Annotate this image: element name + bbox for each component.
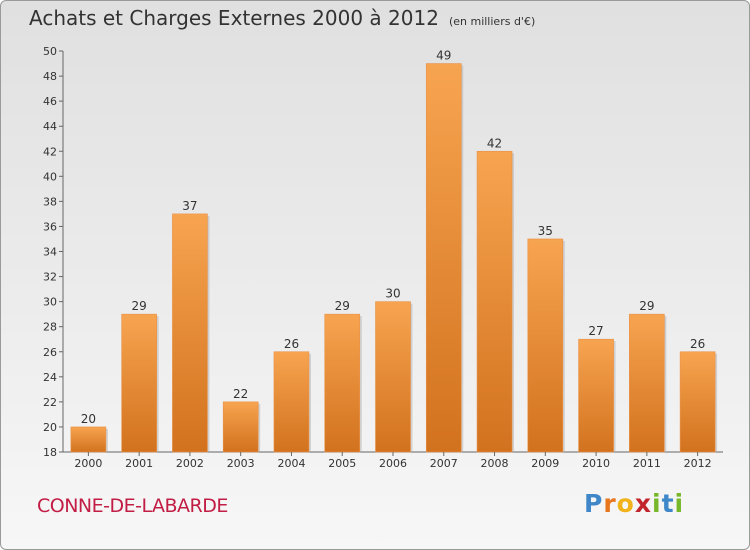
y-tick-label: 32 <box>43 271 57 284</box>
logo-letter: o <box>617 489 635 518</box>
bar-value-label: 29 <box>639 299 654 313</box>
bar <box>172 214 207 452</box>
y-tick-label: 38 <box>43 195 57 208</box>
bar-value-label: 27 <box>588 324 603 338</box>
y-tick-label: 18 <box>43 446 57 459</box>
bar <box>680 352 715 452</box>
x-tick-label: 2007 <box>430 457 458 470</box>
y-tick-label: 40 <box>43 170 57 183</box>
bar <box>528 239 563 452</box>
bar <box>71 427 106 452</box>
x-tick-label: 2009 <box>531 457 559 470</box>
y-tick-label: 28 <box>43 321 57 334</box>
y-tick-label: 22 <box>43 396 57 409</box>
x-tick-label: 2001 <box>125 457 153 470</box>
y-tick-label: 50 <box>43 45 57 58</box>
logo-letter: i <box>652 489 662 518</box>
y-tick-label: 42 <box>43 145 57 158</box>
logo-letter: x <box>635 489 652 518</box>
bar-value-label: 26 <box>284 337 299 351</box>
x-tick-label: 2006 <box>379 457 407 470</box>
bar-value-label: 29 <box>132 299 147 313</box>
x-tick-label: 2000 <box>74 457 102 470</box>
x-tick-label: 2012 <box>684 457 712 470</box>
bar <box>325 314 360 452</box>
bar-value-label: 37 <box>182 199 197 213</box>
bar-value-label: 26 <box>690 337 705 351</box>
y-tick-label: 34 <box>43 246 57 259</box>
x-tick-label: 2003 <box>227 457 255 470</box>
bar <box>223 402 258 452</box>
bar-value-label: 20 <box>81 412 96 426</box>
x-tick-label: 2008 <box>481 457 509 470</box>
bar-value-label: 29 <box>335 299 350 313</box>
x-tick-label: 2010 <box>582 457 610 470</box>
x-tick-label: 2011 <box>633 457 661 470</box>
bar <box>122 314 157 452</box>
x-tick-label: 2005 <box>328 457 356 470</box>
bar-value-label: 42 <box>487 136 502 150</box>
bar <box>426 64 461 452</box>
logo-letter: r <box>603 489 616 518</box>
bar <box>477 151 512 452</box>
bar-value-label: 35 <box>538 224 553 238</box>
logo-letter: P <box>584 489 603 518</box>
bar <box>579 339 614 452</box>
y-tick-label: 46 <box>43 95 57 108</box>
logo-letter: i <box>675 489 685 518</box>
logo-letter: t <box>662 489 675 518</box>
x-tick-label: 2004 <box>277 457 305 470</box>
location-name: CONNE-DE-LABARDE <box>37 495 228 517</box>
y-tick-label: 36 <box>43 220 57 233</box>
proxiti-logo: Proxiti <box>584 489 684 518</box>
bar-value-label: 49 <box>436 49 451 63</box>
x-tick-label: 2002 <box>176 457 204 470</box>
y-tick-label: 26 <box>43 346 57 359</box>
bar <box>629 314 664 452</box>
y-tick-label: 48 <box>43 70 57 83</box>
bar <box>274 352 309 452</box>
bar-value-label: 22 <box>233 387 248 401</box>
y-tick-label: 30 <box>43 296 57 309</box>
bar <box>376 302 411 452</box>
y-tick-label: 44 <box>43 120 57 133</box>
y-tick-label: 20 <box>43 421 57 434</box>
y-tick-label: 24 <box>43 371 57 384</box>
bar-value-label: 30 <box>385 287 400 301</box>
